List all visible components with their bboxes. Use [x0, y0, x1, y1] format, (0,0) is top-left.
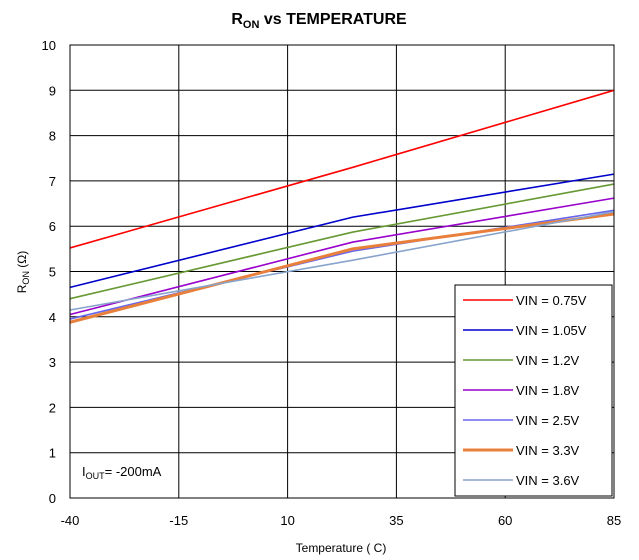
y-tick-label: 0: [49, 491, 56, 506]
x-tick-label: -15: [169, 513, 188, 528]
y-tick-labels: 0 1 2 3 4 5 6 7 8 9 10: [42, 38, 56, 506]
y-tick-label: 2: [49, 400, 56, 415]
x-axis-label: Temperature ( C): [296, 541, 387, 555]
y-tick-label: 3: [49, 355, 56, 370]
y-tick-label: 1: [49, 446, 56, 461]
series-lines: [69, 89, 615, 324]
series-line-1: [69, 89, 615, 249]
x-tick-label: 10: [280, 513, 294, 528]
y-tick-label: 9: [49, 83, 56, 98]
series-line-2: [69, 173, 615, 289]
series-line-3: [69, 183, 615, 300]
x-tick-labels: -40 -15 10 35 60 85: [61, 513, 622, 528]
iout-annotation: IOUT= -200mA: [82, 464, 162, 481]
legend-entry: VIN = 3.6V: [516, 473, 580, 488]
x-tick-label: 85: [607, 513, 621, 528]
legend-entry: VIN = 1.05V: [516, 323, 587, 338]
y-tick-label: 7: [49, 174, 56, 189]
legend-entry: VIN = 3.3V: [516, 443, 580, 458]
x-tick-label: 35: [389, 513, 403, 528]
x-tick-label: -40: [61, 513, 80, 528]
plot-frame: [69, 44, 615, 499]
legend: VIN = 0.75V VIN = 1.05V VIN = 1.2V VIN = 1.…: [454, 284, 613, 497]
y-tick-label: 10: [42, 38, 56, 53]
y-tick-label: 8: [49, 129, 56, 144]
legend-entry: VIN = 1.8V: [516, 383, 580, 398]
chart-title: RON vs TEMPERATURE: [231, 11, 407, 31]
legend-entry: VIN = 2.5V: [516, 413, 580, 428]
y-axis-label: RON (Ω): [15, 251, 31, 293]
legend-entry: VIN = 0.75V: [516, 293, 587, 308]
y-tick-label: 6: [49, 219, 56, 234]
x-tick-label: 60: [498, 513, 512, 528]
y-tick-label: 4: [49, 310, 56, 325]
series-line-4: [69, 197, 615, 316]
series-line-6: [69, 212, 615, 324]
series-line-7: [69, 210, 615, 311]
y-tick-label: 5: [49, 265, 56, 280]
legend-entry: VIN = 1.2V: [516, 353, 580, 368]
